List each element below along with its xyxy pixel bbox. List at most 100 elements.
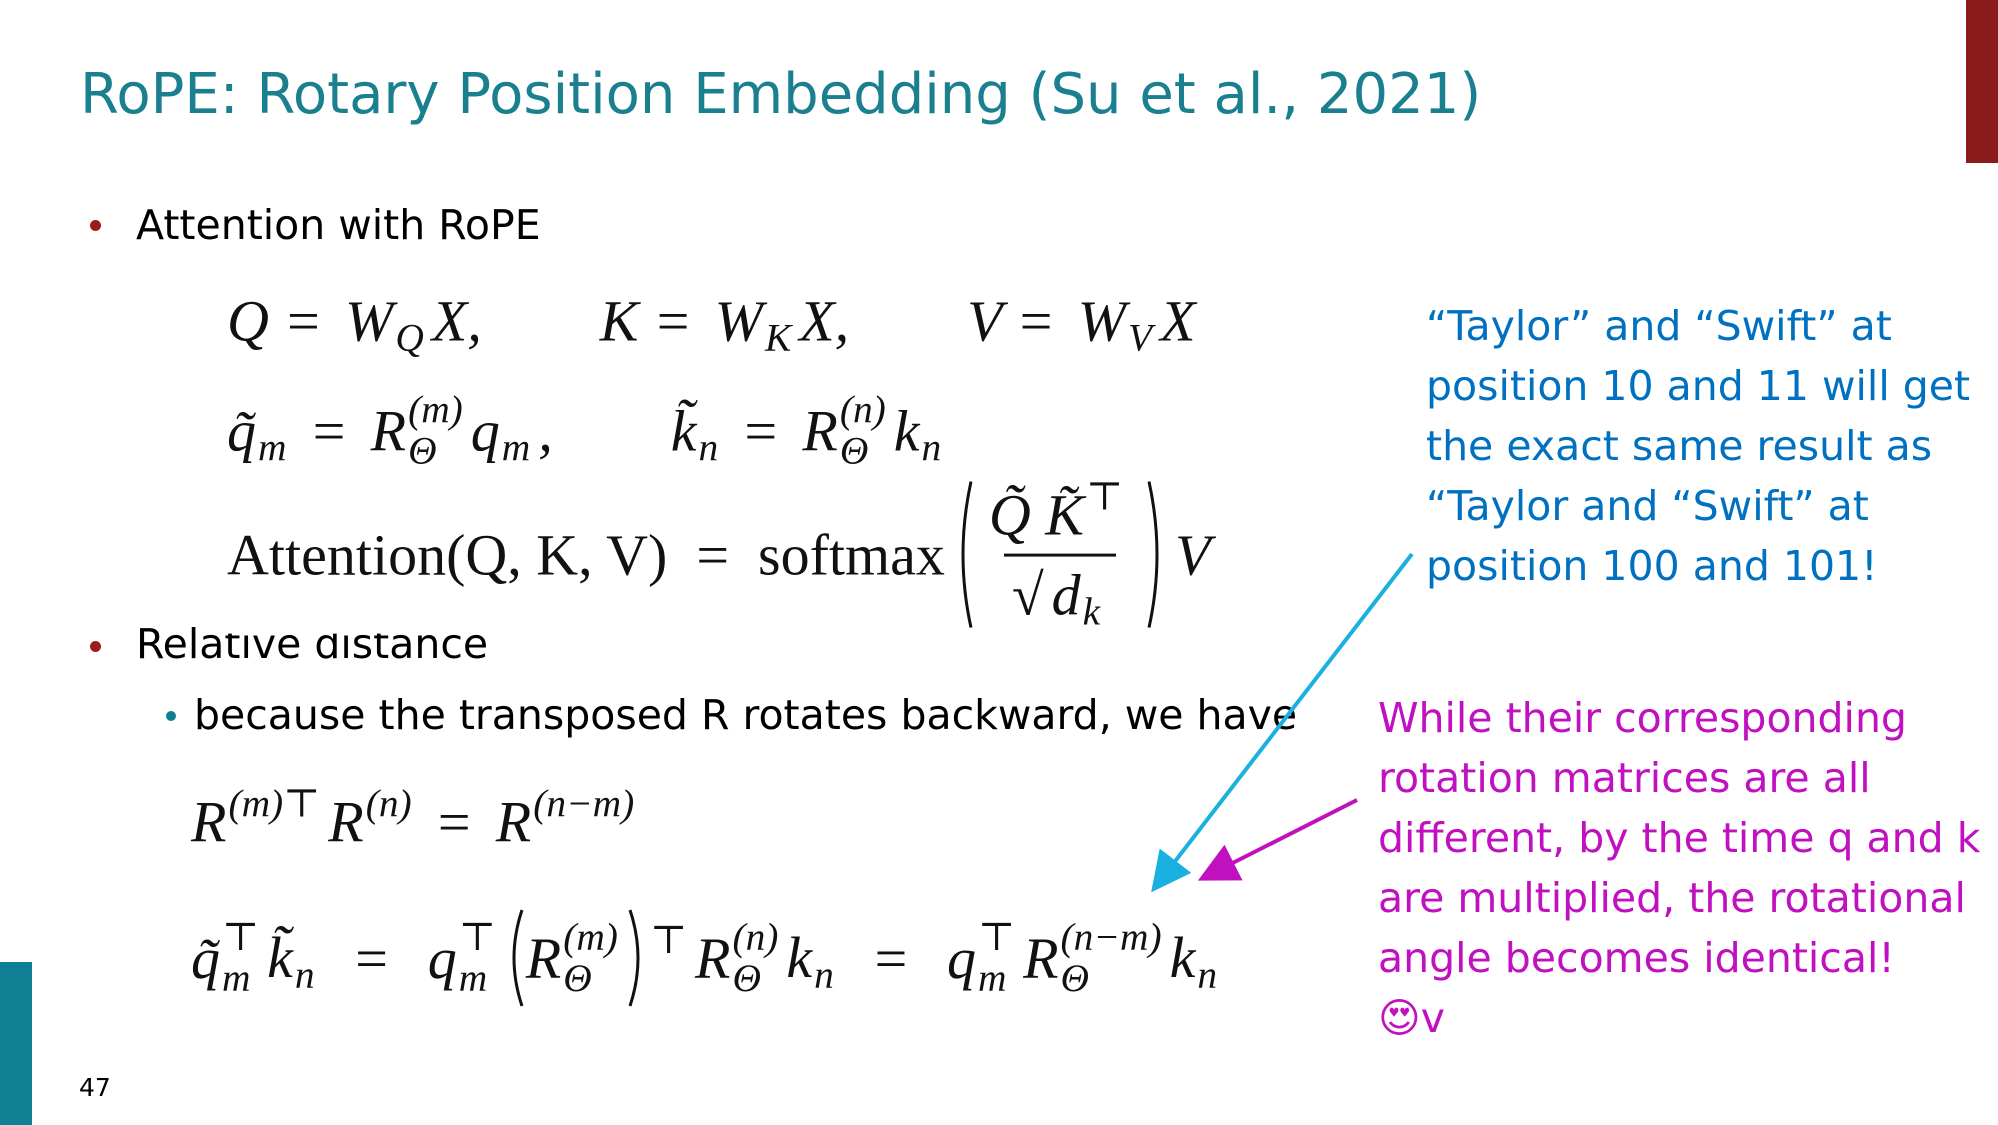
math-text: V [1175,522,1211,588]
subscript: n [814,953,834,998]
accent-bar [1966,0,1998,163]
subscript: Θ [1060,956,1090,1000]
math-symbol: R [191,789,227,855]
annotation: While their corresponding rotation matric… [1378,688,1980,1048]
bullet-dot [166,711,176,721]
math-symbol: R [328,789,364,855]
script-stack: n [814,920,834,997]
script-stack: (m) Θ [408,387,463,473]
math-symbol: q [427,925,457,991]
subscript: m [258,426,287,471]
superscript: (m) [408,387,463,432]
subscript: n [698,426,719,471]
script-stack: n [922,393,942,470]
math-symbol: R [695,925,731,991]
math-symbol: Q̃ K̃ [988,482,1084,548]
page-number: 47 [79,1073,111,1102]
math-term: R (m)⊤ [191,781,321,861]
math-term: R (n) Θ [802,389,886,473]
denominator: √ d k [1003,553,1117,634]
math-term: q ⊤ m [947,914,1016,1000]
annotation: “Taylor” and “Swift” at position 10 and 1… [1426,296,1970,596]
math-term: q ⊤ m [427,914,496,1000]
annotation-line: “Taylor” and “Swift” at [1426,302,1892,350]
superscript: ⊤ [458,914,496,959]
bullet-dot [90,641,101,652]
script-stack: (n) Θ [732,916,778,1000]
annotation-line: “Taylor and “Swift” at [1426,482,1869,530]
subscript: n [1197,953,1218,998]
script-stack: n [1197,920,1217,997]
subscript: Θ [408,429,437,473]
math-term: R (m) Θ [370,387,463,473]
script-stack: ⊤ m [458,914,496,1000]
math-symbol: q̃ [227,398,256,464]
math-term: Q̃ K̃ ⊤ [988,476,1123,554]
math-symbol: q [470,398,500,464]
equation-term: R (m)⊤ R (n) = R (n−m) [191,781,642,861]
math-term: q̃ m [227,393,286,470]
paren [628,909,640,1007]
math-term: R (m) Θ ⊤ [504,908,687,1008]
script-stack: ⊤ [649,917,688,997]
math-text: V = [967,288,1070,354]
script-stack: (n) Θ [839,389,886,473]
math-text: = [294,398,363,464]
paren [1147,481,1159,629]
math-term: R (n) Θ [695,916,778,1000]
superscript: (m)⊤ [228,781,321,826]
paren [961,481,973,629]
math-term: R (n) [328,781,412,861]
annotation-line: rotation matrices are all [1378,754,1871,802]
math-text: = [841,925,940,991]
math-term: k̃ n [671,393,718,470]
script-stack: Q [395,283,423,360]
script-stack: ⊤ m [978,914,1016,1000]
math-term: q̃ ⊤ m [191,916,259,1000]
script-stack: ⊤ m [222,916,259,1000]
math-text: = [322,925,420,991]
math-symbol: R [802,398,838,464]
math-symbol: W [1077,288,1127,354]
script-stack: m [258,393,286,470]
math-text: X [1160,288,1196,354]
script-stack: n [295,920,315,997]
subscript: m [222,956,251,1000]
superscript: (n) [365,781,412,826]
subscript: Θ [563,956,592,1000]
subscript: m [458,956,488,1000]
math-text: , [538,398,553,464]
math-symbol: q [947,925,977,991]
script-stack: (n−m) Θ [1060,916,1162,1000]
math-text: Q = [227,288,338,354]
subscript: n [921,426,942,471]
subscript: n [294,953,315,998]
script-stack: m [502,393,530,470]
fraction: Q̃ K̃ ⊤ √ d k [981,476,1139,634]
math-symbol: R [370,398,407,464]
annotation-line: are multiplied, the rotational [1378,874,1966,922]
math-text: = [419,789,488,855]
annotation-line: While their corresponding [1378,694,1907,742]
math-symbol: d [1051,562,1081,628]
subscript: Q [395,316,424,361]
script-stack: (n) [365,781,412,861]
superscript: ⊤ [978,914,1016,959]
math-term: R (n−m) Θ [1023,916,1162,1000]
math-text: K = [599,288,707,354]
math-term: Attention(Q, K, V) = softmax [227,522,945,589]
subscript: Θ [839,429,869,473]
superscript: ⊤ [649,917,688,962]
superscript: (m) [563,914,618,959]
script-stack: K [765,283,791,360]
